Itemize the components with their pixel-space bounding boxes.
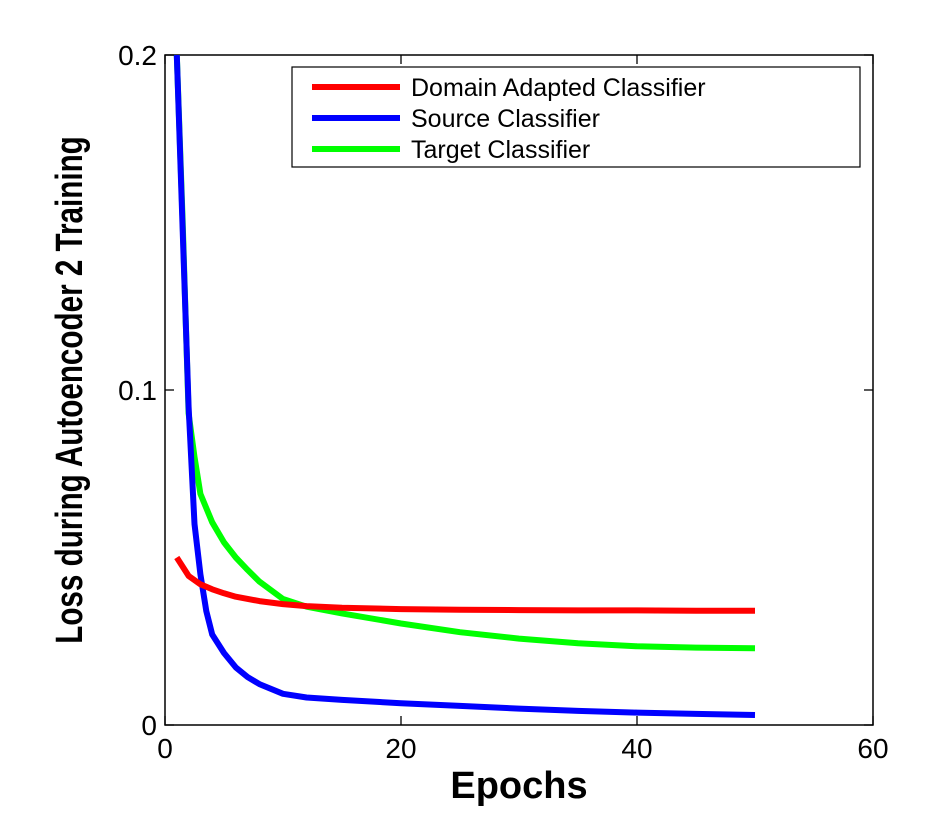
legend: Domain Adapted Classifier Source Classifi… bbox=[291, 66, 861, 168]
x-tick-label: 40 bbox=[621, 733, 652, 764]
x-tick-label: 0 bbox=[157, 733, 173, 764]
legend-label: Source Classifier bbox=[411, 105, 600, 133]
y-axis-title: Loss during Autoencoder 2 Training bbox=[49, 136, 91, 644]
axis-ticks bbox=[164, 54, 874, 726]
x-tick-label: 60 bbox=[857, 733, 888, 764]
axis-tick-labels: 0 20 40 60 0 0.1 0.2 bbox=[118, 40, 889, 764]
y-tick-label: 0.1 bbox=[118, 375, 157, 406]
series-line-3 bbox=[173, 55, 756, 652]
y-tick-label: 0 bbox=[141, 710, 157, 741]
y-tick-label: 0.2 bbox=[118, 40, 157, 71]
x-tick-label: 20 bbox=[385, 733, 416, 764]
series-line-2 bbox=[173, 55, 756, 718]
series-line-1 bbox=[174, 555, 755, 614]
legend-label: Domain Adapted Classifier bbox=[411, 74, 706, 102]
x-axis-title: Epochs bbox=[450, 765, 587, 807]
series-layer bbox=[173, 55, 756, 718]
legend-label: Target Classifier bbox=[411, 136, 590, 164]
